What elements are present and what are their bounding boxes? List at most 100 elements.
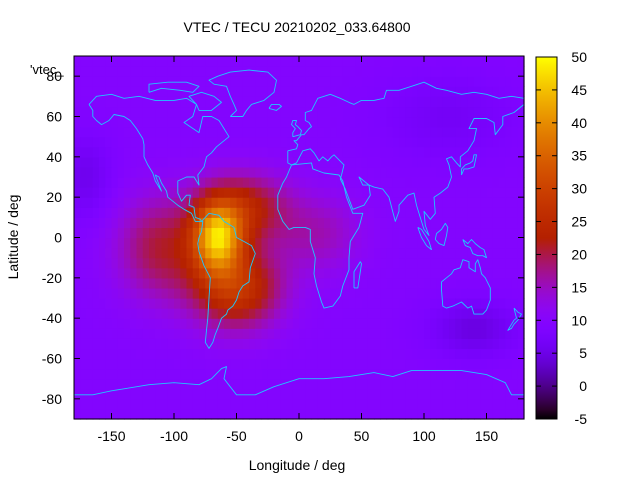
heatmap-cell	[261, 166, 269, 178]
heatmap-cell	[136, 217, 144, 229]
heatmap-cell	[486, 106, 494, 118]
heatmap-cell	[411, 338, 419, 350]
heatmap-cell	[386, 217, 394, 229]
heatmap-cell	[480, 378, 488, 390]
heatmap-cell	[374, 177, 381, 188]
heatmap-cell	[336, 136, 344, 148]
heatmap-cell	[480, 166, 488, 178]
heatmap-cell	[142, 217, 150, 229]
heatmap-cell	[292, 338, 300, 350]
heatmap-cell	[349, 156, 356, 168]
heatmap-cell	[130, 187, 138, 198]
heatmap-cell	[511, 116, 519, 128]
heatmap-cell	[149, 408, 156, 420]
heatmap-cell	[467, 227, 475, 239]
heatmap-cell	[186, 237, 194, 249]
heatmap-cell	[117, 166, 125, 178]
heatmap-cell	[224, 338, 231, 350]
heatmap-cell	[330, 257, 338, 269]
heatmap-cell	[80, 408, 88, 420]
heatmap-cell	[180, 257, 188, 269]
heatmap-cell	[80, 247, 88, 259]
heatmap-cell	[286, 146, 294, 158]
heatmap-cell	[442, 166, 450, 178]
heatmap-cell	[417, 277, 425, 289]
heatmap-cell	[261, 257, 269, 269]
heatmap-cell	[399, 408, 406, 420]
heatmap-cell	[274, 298, 281, 309]
heatmap-cell	[449, 328, 456, 339]
heatmap-cell	[317, 318, 325, 329]
heatmap-cell	[180, 368, 188, 380]
heatmap-cell	[92, 156, 100, 168]
heatmap-cell	[511, 56, 519, 67]
heatmap-cell	[217, 247, 225, 259]
heatmap-cell	[492, 348, 500, 360]
heatmap-cell	[342, 156, 350, 168]
heatmap-cell	[380, 187, 388, 198]
heatmap-cell	[117, 86, 125, 97]
heatmap-cell	[92, 378, 100, 390]
heatmap-cell	[149, 318, 156, 329]
heatmap-cell	[505, 187, 513, 198]
heatmap-cell	[392, 86, 400, 97]
heatmap-cell	[380, 247, 388, 259]
heatmap-cell	[461, 267, 469, 279]
heatmap-cell	[480, 86, 488, 97]
heatmap-cell	[236, 277, 244, 289]
heatmap-cell	[255, 156, 263, 168]
heatmap-cell	[292, 267, 300, 279]
heatmap-cell	[511, 338, 519, 350]
heatmap-cell	[292, 237, 300, 249]
heatmap-cell	[311, 408, 319, 420]
heatmap-cell	[299, 318, 306, 329]
heatmap-cell	[311, 298, 319, 309]
heatmap-cell	[399, 298, 406, 309]
heatmap-cell	[399, 378, 406, 390]
chart-title: VTEC / TECU 20210202_033.64800	[183, 19, 410, 35]
heatmap-cell	[274, 368, 281, 380]
heatmap-cell	[217, 76, 225, 87]
heatmap-cell	[217, 126, 225, 138]
heatmap-cell	[92, 348, 100, 360]
heatmap-cell	[205, 287, 213, 299]
heatmap-cell	[211, 237, 219, 249]
heatmap-cell	[349, 116, 356, 128]
heatmap-cell	[74, 257, 81, 269]
heatmap-cell	[455, 257, 463, 269]
heatmap-cell	[217, 56, 225, 67]
x-tick-label: -100	[160, 428, 188, 444]
heatmap-cell	[324, 398, 331, 410]
heatmap-cell	[292, 287, 300, 299]
heatmap-cell	[417, 217, 425, 229]
heatmap-cell	[186, 56, 194, 67]
heatmap-cell	[411, 56, 419, 67]
heatmap-cell	[517, 298, 525, 309]
heatmap-cell	[324, 318, 331, 329]
heatmap-cell	[249, 156, 256, 168]
heatmap-cell	[467, 368, 475, 380]
heatmap-cell	[336, 398, 344, 410]
heatmap-cell	[436, 287, 444, 299]
heatmap-cell	[442, 348, 450, 360]
heatmap-cell	[411, 267, 419, 279]
heatmap-cell	[486, 76, 494, 87]
heatmap-cell	[324, 136, 331, 148]
heatmap-cell	[505, 328, 513, 339]
heatmap-cell	[386, 247, 394, 259]
heatmap-cell	[517, 348, 525, 360]
heatmap-cell	[267, 358, 275, 370]
heatmap-cell	[217, 408, 225, 420]
heatmap-cell	[355, 156, 363, 168]
heatmap-cell	[217, 267, 225, 279]
heatmap-cell	[417, 166, 425, 178]
heatmap-cell	[455, 187, 463, 198]
heatmap-cell	[505, 237, 513, 249]
heatmap-cell	[92, 86, 100, 97]
heatmap-cell	[449, 156, 456, 168]
heatmap-cell	[486, 388, 494, 400]
heatmap-cell	[355, 76, 363, 87]
heatmap-cell	[111, 368, 119, 380]
heatmap-cell	[367, 378, 375, 390]
heatmap-cell	[217, 187, 225, 198]
